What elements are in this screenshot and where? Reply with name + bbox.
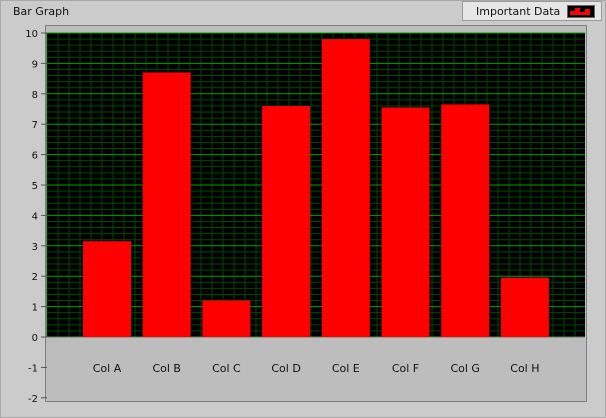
bar	[83, 241, 131, 337]
y-tick-label: 3	[32, 242, 38, 253]
x-tick-label: Col C	[212, 362, 241, 375]
bar	[321, 39, 370, 338]
y-tick-label: 0	[32, 333, 38, 344]
y-tick-label: 7	[32, 120, 38, 131]
x-tick-label: Col F	[392, 362, 419, 375]
chart-title: Bar Graph	[13, 5, 70, 18]
y-tick-label: 6	[32, 151, 38, 162]
y-tick-label: 2	[32, 272, 38, 283]
legend-box: Important Data	[462, 1, 602, 21]
y-tick-label: -1	[28, 363, 38, 374]
x-tick-label: Col H	[510, 362, 539, 375]
x-tick-label: Col B	[152, 362, 181, 375]
x-tick-label: Col G	[450, 362, 480, 375]
y-tick-label: 4	[32, 211, 38, 222]
legend-series-label: Important Data	[476, 5, 561, 18]
x-tick-label: Col A	[93, 362, 122, 375]
bar	[262, 105, 311, 338]
y-tick-label: 8	[32, 90, 38, 101]
x-tick-label: Col E	[332, 362, 360, 375]
x-tick-label: Col D	[271, 362, 300, 375]
y-tick-label: 5	[32, 181, 38, 192]
y-tick-label: 1	[32, 303, 38, 314]
legend-swatch-icon	[567, 5, 595, 18]
bar	[500, 277, 549, 337]
y-tick-label: 10	[25, 29, 38, 40]
negative-region-background	[47, 337, 585, 399]
bar	[381, 107, 430, 337]
bar	[142, 72, 191, 338]
y-tick-label: -2	[28, 394, 38, 405]
bar	[441, 104, 490, 337]
y-tick-label: 9	[32, 59, 38, 70]
bar	[202, 300, 251, 337]
